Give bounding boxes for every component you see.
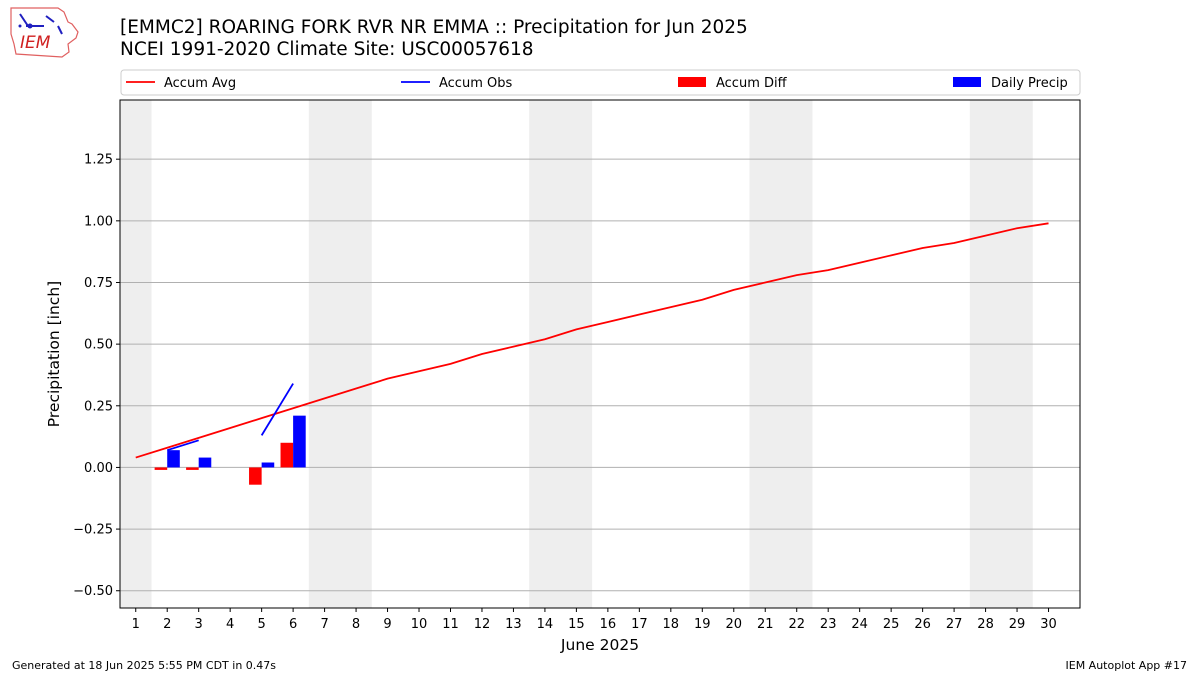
x-tick-label: 10 [411, 617, 428, 632]
accum-diff-bar [249, 467, 262, 485]
weekend-shade [529, 100, 593, 608]
accum-avg-line [135, 222, 1049, 459]
accum-obs-line [166, 439, 199, 452]
daily-precip-bar [167, 450, 180, 468]
plot-frame [119, 99, 1081, 609]
logo-text: IEM [20, 33, 51, 53]
x-tick-label: 19 [694, 617, 711, 632]
x-tick-label: 18 [663, 617, 680, 632]
y-tick-label: 0.75 [84, 276, 113, 291]
x-tick-label: 1 [132, 617, 140, 632]
legend-label-accum-avg: Accum Avg [164, 76, 236, 91]
x-tick-label: 8 [352, 617, 360, 632]
x-tick-label: 9 [383, 617, 391, 632]
legend-box [120, 69, 1081, 96]
accum-diff-bar [280, 442, 294, 468]
y-tick-label: 0.25 [84, 399, 113, 414]
x-tick-label: 27 [946, 617, 963, 632]
footer-generated: Generated at 18 Jun 2025 5:55 PM CDT in … [12, 659, 277, 672]
x-tick-label: 29 [1009, 617, 1026, 632]
x-tick-label: 23 [820, 617, 837, 632]
x-tick-label: 24 [851, 617, 868, 632]
x-tick-label: 21 [757, 617, 774, 632]
x-tick-label: 2 [163, 617, 171, 632]
x-tick-label: 16 [600, 617, 617, 632]
legend-label-daily-precip: Daily Precip [991, 76, 1068, 91]
chart-subtitle: NCEI 1991-2020 Climate Site: USC00057618 [120, 39, 534, 60]
daily-precip-bar [261, 462, 275, 468]
x-tick-label: 3 [195, 617, 203, 632]
x-tick-label: 6 [289, 617, 297, 632]
x-tick-label: 30 [1040, 617, 1057, 632]
iem-logo: IEM [10, 7, 79, 58]
daily-precip-bar [198, 457, 212, 468]
weekend-shade [969, 100, 1033, 608]
x-tick-label: 15 [568, 617, 585, 632]
x-tick-label: 26 [914, 617, 931, 632]
y-axis-label: Precipitation [inch] [45, 281, 63, 427]
y-tick-label: 1.00 [84, 214, 113, 229]
accum-diff-bar [186, 467, 199, 470]
y-tick-label: 0.50 [84, 338, 113, 353]
weekend-shade [120, 100, 152, 608]
y-tick-label: 0.00 [84, 461, 113, 476]
accum-obs-line [260, 383, 294, 436]
x-tick-label: 17 [631, 617, 648, 632]
y-tick-label: 1.25 [84, 153, 113, 168]
footer-app: IEM Autoplot App #17 [1065, 659, 1188, 672]
x-axis-label: June 2025 [560, 636, 639, 654]
x-tick-label: 20 [725, 617, 742, 632]
legend-swatch-daily-precip [953, 77, 981, 87]
x-tick-label: 28 [977, 617, 994, 632]
accum-diff-bar [154, 467, 168, 470]
x-tick-label: 7 [320, 617, 328, 632]
x-tick-label: 22 [788, 617, 805, 632]
x-tick-label: 5 [257, 617, 265, 632]
x-tick-label: 25 [883, 617, 900, 632]
legend-label-accum-diff: Accum Diff [716, 76, 788, 91]
weekend-shade [749, 100, 813, 608]
legend-swatch-accum-diff [678, 77, 706, 87]
x-tick-label: 12 [474, 617, 491, 632]
chart-title: [EMMC2] ROARING FORK RVR NR EMMA :: Prec… [120, 17, 748, 38]
daily-precip-bar [293, 415, 306, 468]
x-tick-label: 13 [505, 617, 522, 632]
y-tick-label: −0.25 [73, 523, 113, 538]
y-tick-label: −0.50 [73, 584, 113, 599]
legend-label-accum-obs: Accum Obs [439, 76, 512, 91]
weekend-shade [308, 100, 372, 608]
x-tick-label: 4 [226, 617, 234, 632]
x-tick-label: 11 [442, 617, 459, 632]
x-tick-label: 14 [537, 617, 554, 632]
